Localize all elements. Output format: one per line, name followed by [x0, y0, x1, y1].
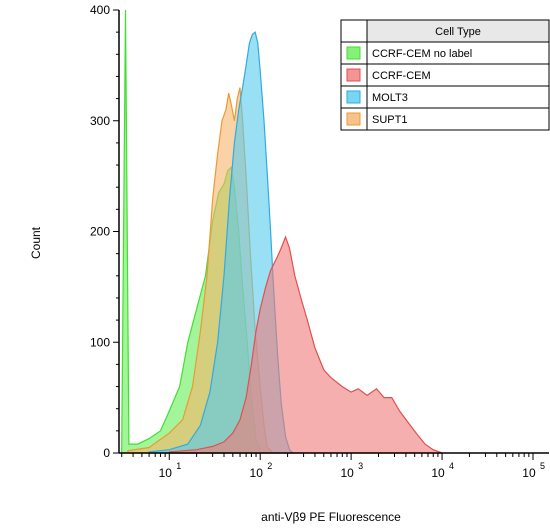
series-area-3	[168, 235, 443, 454]
legend-swatch	[346, 46, 361, 60]
y-tick-label: 100	[90, 335, 110, 349]
y-tick-label: 200	[90, 225, 110, 239]
x-tick-base: 10	[522, 466, 536, 480]
y-tick-label: 300	[90, 114, 110, 128]
legend-entry-label: SUPT1	[372, 114, 407, 126]
x-axis-label: anti-Vβ9 PE Fluorescence	[261, 510, 401, 524]
x-tick-label: 10 5	[522, 461, 545, 480]
legend-entry-label: MOLT3	[372, 92, 408, 104]
x-tick-label: 10 1	[159, 461, 182, 480]
y-tick-label: 0	[103, 446, 110, 460]
legend: Cell Type CCRF-CEM no label CCRF-CEM MOLT3 S…	[340, 19, 550, 131]
legend-swatch	[346, 68, 361, 82]
legend-entry-label: CCRF-CEM	[372, 70, 431, 82]
x-tick-exponent: 1	[176, 461, 181, 471]
x-tick-label: 10 4	[431, 461, 454, 480]
x-tick-base: 10	[250, 466, 264, 480]
x-tick-label: 10 2	[250, 461, 273, 480]
x-tick-base: 10	[340, 466, 354, 480]
x-tick-exponent: 5	[540, 461, 545, 471]
legend-swatch	[346, 112, 361, 126]
y-axis-label: Count	[29, 226, 43, 259]
x-tick-base: 10	[159, 466, 173, 480]
legend-swatch	[346, 90, 361, 104]
x-tick-label: 10 3	[340, 461, 363, 480]
series-layer	[121, 9, 443, 454]
x-tick-base: 10	[431, 466, 445, 480]
y-tick-label: 400	[90, 3, 110, 17]
legend-title: Cell Type	[435, 26, 481, 38]
x-tick-exponent: 3	[358, 461, 363, 471]
x-tick-exponent: 4	[449, 461, 454, 471]
legend-entry-label: CCRF-CEM no label	[372, 48, 472, 60]
x-tick-exponent: 2	[267, 461, 272, 471]
